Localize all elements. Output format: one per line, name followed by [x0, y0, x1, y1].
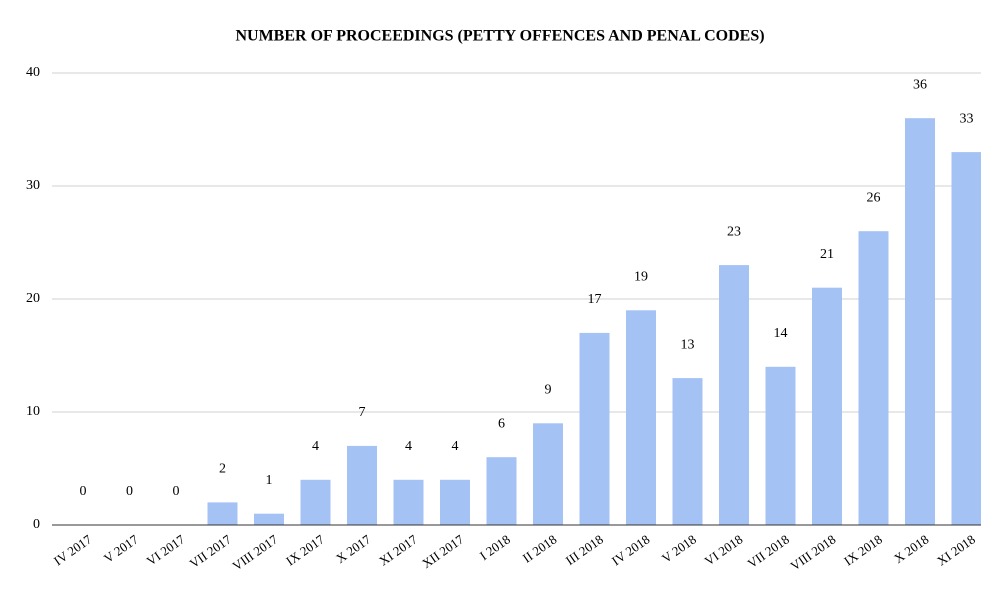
data-label: 4: [405, 439, 412, 454]
bar: [765, 366, 796, 525]
data-label: 33: [960, 111, 974, 126]
x-tick-label: X 2018: [891, 532, 931, 566]
x-tick-label: VI 2018: [702, 532, 746, 569]
x-tick-label: XII 2017: [419, 531, 467, 571]
x-tick-label: IX 2018: [841, 532, 885, 569]
data-label: 36: [913, 77, 927, 92]
x-tick-label: VII 2018: [745, 532, 792, 571]
data-label: 17: [588, 292, 602, 307]
chart-title: NUMBER OF PROCEEDINGS (PETTY OFFENCES AN…: [235, 28, 764, 45]
bar: [533, 423, 563, 525]
data-label: 0: [126, 484, 133, 499]
x-tick-label: IV 2018: [609, 532, 653, 569]
x-tick-label: VII 2017: [187, 531, 235, 571]
bar: [300, 479, 331, 525]
data-label: 4: [452, 439, 459, 454]
x-tick-label: V 2018: [659, 532, 699, 566]
bar: [719, 265, 749, 525]
x-tick-label: II 2018: [520, 532, 560, 566]
x-tick-label: XI 2018: [934, 532, 978, 569]
x-tick-label: X 2017: [333, 531, 374, 566]
y-tick-label: 20: [26, 291, 40, 306]
data-label: 23: [727, 224, 741, 239]
data-label: 21: [820, 247, 834, 262]
bar: [579, 332, 610, 525]
y-tick-label: 10: [26, 404, 40, 419]
x-tick-label: IX 2017: [283, 531, 327, 568]
bar: [393, 479, 424, 525]
data-label: 1: [266, 473, 273, 488]
x-tick-label: V 2017: [101, 531, 141, 566]
data-label: 6: [498, 416, 505, 431]
bar: [347, 445, 377, 525]
y-tick-label: 40: [26, 65, 40, 80]
bar: [486, 457, 517, 525]
bar: [812, 287, 842, 525]
x-tick-label: VIII 2018: [788, 532, 839, 574]
bar: [905, 118, 935, 525]
bar: [626, 310, 656, 525]
data-label: 19: [634, 270, 648, 285]
bar: [951, 152, 981, 525]
data-label: 0: [173, 484, 180, 499]
bar: [254, 513, 284, 525]
bar: [858, 231, 889, 525]
x-tick-label: I 2018: [477, 532, 513, 564]
x-tick-label: VI 2017: [144, 531, 188, 568]
y-tick-label: 30: [26, 178, 40, 193]
bar: [207, 502, 238, 525]
bar: [440, 479, 470, 525]
x-tick-label: XI 2017: [376, 531, 420, 568]
data-label: 0: [80, 484, 87, 499]
data-label: 4: [312, 439, 319, 454]
y-tick-label: 0: [33, 517, 40, 532]
x-tick-label: VIII 2017: [230, 531, 281, 573]
bar: [672, 378, 703, 525]
x-tick-label: III 2018: [563, 532, 606, 569]
data-label: 26: [867, 190, 881, 205]
data-label: 14: [774, 326, 788, 341]
data-label: 9: [545, 383, 552, 398]
data-label: 2: [219, 462, 226, 477]
data-label: 7: [359, 405, 366, 420]
x-tick-label: IV 2017: [51, 531, 95, 568]
data-label: 13: [681, 337, 695, 352]
